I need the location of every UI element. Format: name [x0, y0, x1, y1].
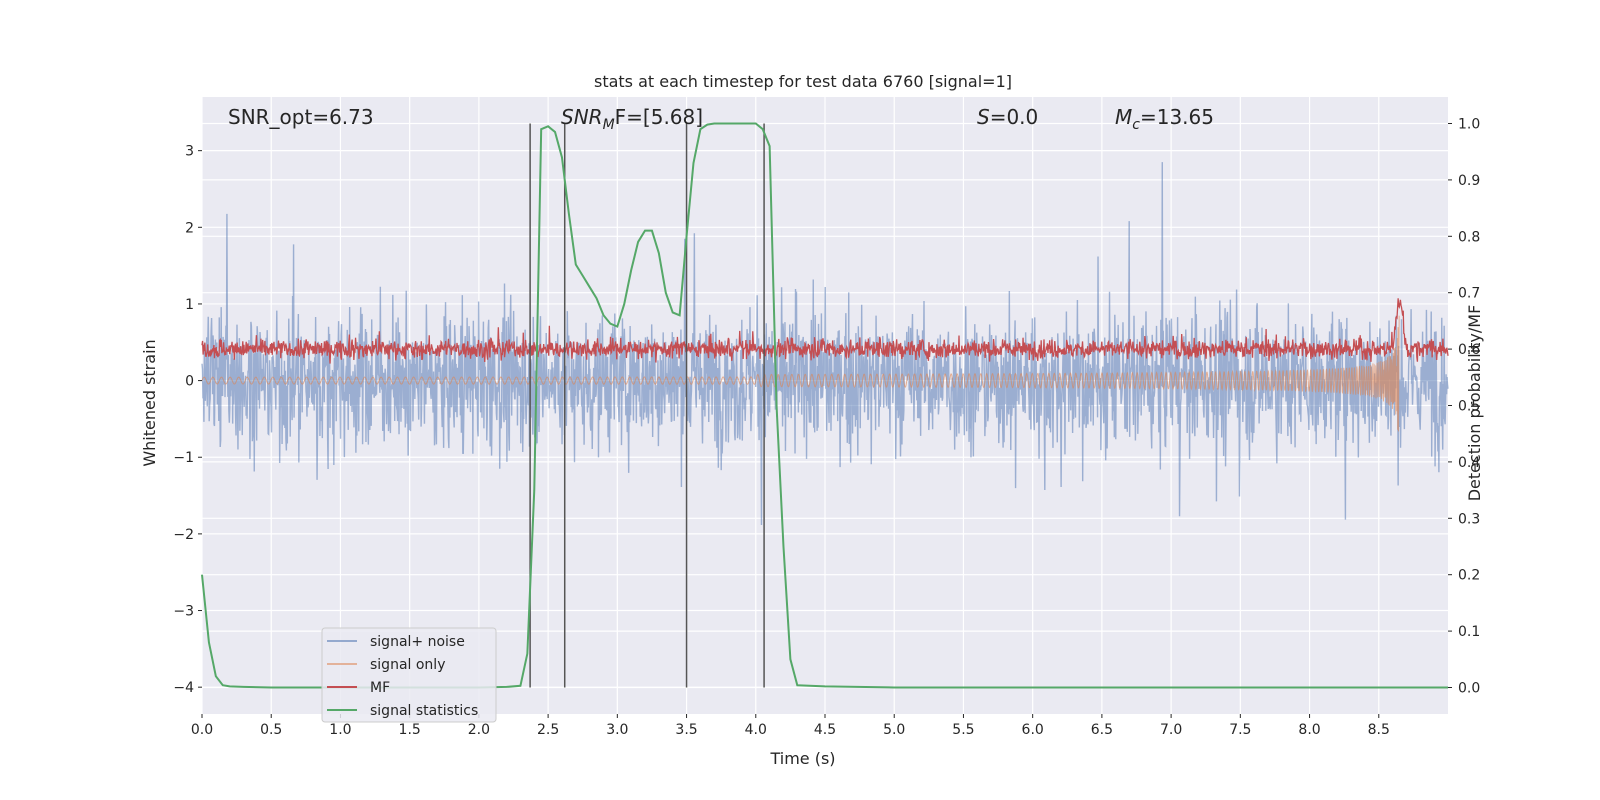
legend-label-signal-noise: signal+ noise — [370, 634, 465, 650]
legend-label-mf: MF — [370, 680, 390, 696]
y-left-tick-label: −2 — [173, 527, 194, 543]
legend: signal+ noise signal only MF signal stat… — [321, 627, 497, 723]
x-tick-label: 2.5 — [537, 722, 559, 738]
x-tick-label: 6.0 — [1022, 722, 1044, 738]
annotation-snr-opt: SNR_opt=6.73 — [228, 105, 374, 129]
legend-label-signal-statistics: signal statistics — [370, 703, 478, 719]
x-tick-label: 1.5 — [399, 722, 421, 738]
y-right-tick-label: 0.2 — [1458, 568, 1480, 584]
x-tick-label: 0.5 — [260, 722, 282, 738]
y-right-axis-label: Detection probability/MF — [1465, 305, 1484, 502]
grid-lines — [201, 97, 1448, 714]
x-tick-label: 4.0 — [745, 722, 767, 738]
y-left-tick-label: −3 — [173, 604, 194, 620]
y-left-tick-label: −4 — [173, 680, 194, 696]
y-left-axis-label: Whitened strain — [140, 339, 159, 466]
y-right-tick-label: 0.5 — [1458, 399, 1480, 415]
y-right-tick-label: 0.7 — [1458, 286, 1480, 302]
y-right-tick-label: 0.1 — [1458, 624, 1480, 640]
x-tick-label: 3.5 — [675, 722, 697, 738]
x-tick-label: 2.0 — [468, 722, 490, 738]
x-tick-label: 3.0 — [606, 722, 628, 738]
x-tick-label: 8.5 — [1368, 722, 1390, 738]
y-right-tick-label: 0.8 — [1458, 229, 1480, 245]
chart-title: stats at each timestep for test data 676… — [594, 72, 1012, 91]
x-tick-label: 1.0 — [329, 722, 351, 738]
annotation-mc: Mc=13.65 — [1115, 105, 1214, 133]
series-line-mf — [201, 298, 1449, 364]
series-line-signal-only — [201, 315, 1400, 432]
x-tick-label: 4.5 — [814, 722, 836, 738]
x-tick-label: 8.0 — [1298, 722, 1320, 738]
x-tick-label: 5.0 — [883, 722, 905, 738]
x-tick-label: 5.5 — [952, 722, 974, 738]
y-left-axis-ticks: −4 −3 −2 −1 0 1 2 3 — [173, 144, 202, 696]
annotation-snr-mf: SNRMF=[5.68] — [561, 105, 703, 133]
annotation-s: S=0.0 — [977, 105, 1038, 129]
y-right-tick-label: 1.0 — [1458, 117, 1480, 133]
x-axis-ticks: 0.0 0.5 1.0 1.5 2.0 2.5 3.0 3.5 4.0 4.5 5.0 5.5 6.0 6… — [191, 714, 1390, 738]
y-right-tick-label: 0.3 — [1458, 511, 1480, 527]
x-axis-label: Time (s) — [769, 749, 835, 768]
y-left-tick-label: 0 — [185, 374, 194, 390]
vertical-markers — [529, 123, 765, 688]
y-left-tick-label: 1 — [185, 297, 194, 313]
x-tick-label: 7.0 — [1160, 722, 1182, 738]
legend-box — [321, 627, 497, 723]
x-tick-label: 0.0 — [191, 722, 213, 738]
series-line-signal-noise — [201, 162, 1449, 525]
y-right-tick-label: 0.0 — [1458, 680, 1480, 696]
series-signal-only — [201, 315, 1400, 432]
series-mf — [201, 298, 1449, 364]
y-right-axis-ticks: 0.0 0.1 0.2 0.3 0.4 0.5 0.6 0.7 0.8 0.9 1.0 — [1448, 117, 1480, 696]
series-signal-noise — [201, 162, 1449, 525]
x-tick-label: 7.5 — [1229, 722, 1251, 738]
x-tick-label: 6.5 — [1091, 722, 1113, 738]
y-left-tick-label: 2 — [185, 220, 194, 236]
y-right-tick-label: 0.9 — [1458, 173, 1480, 189]
y-right-tick-label: 0.6 — [1458, 342, 1480, 358]
y-left-tick-label: 3 — [185, 144, 194, 160]
y-left-tick-label: −1 — [173, 450, 194, 466]
legend-label-signal-only: signal only — [370, 657, 445, 673]
y-right-tick-label: 0.4 — [1458, 455, 1480, 471]
